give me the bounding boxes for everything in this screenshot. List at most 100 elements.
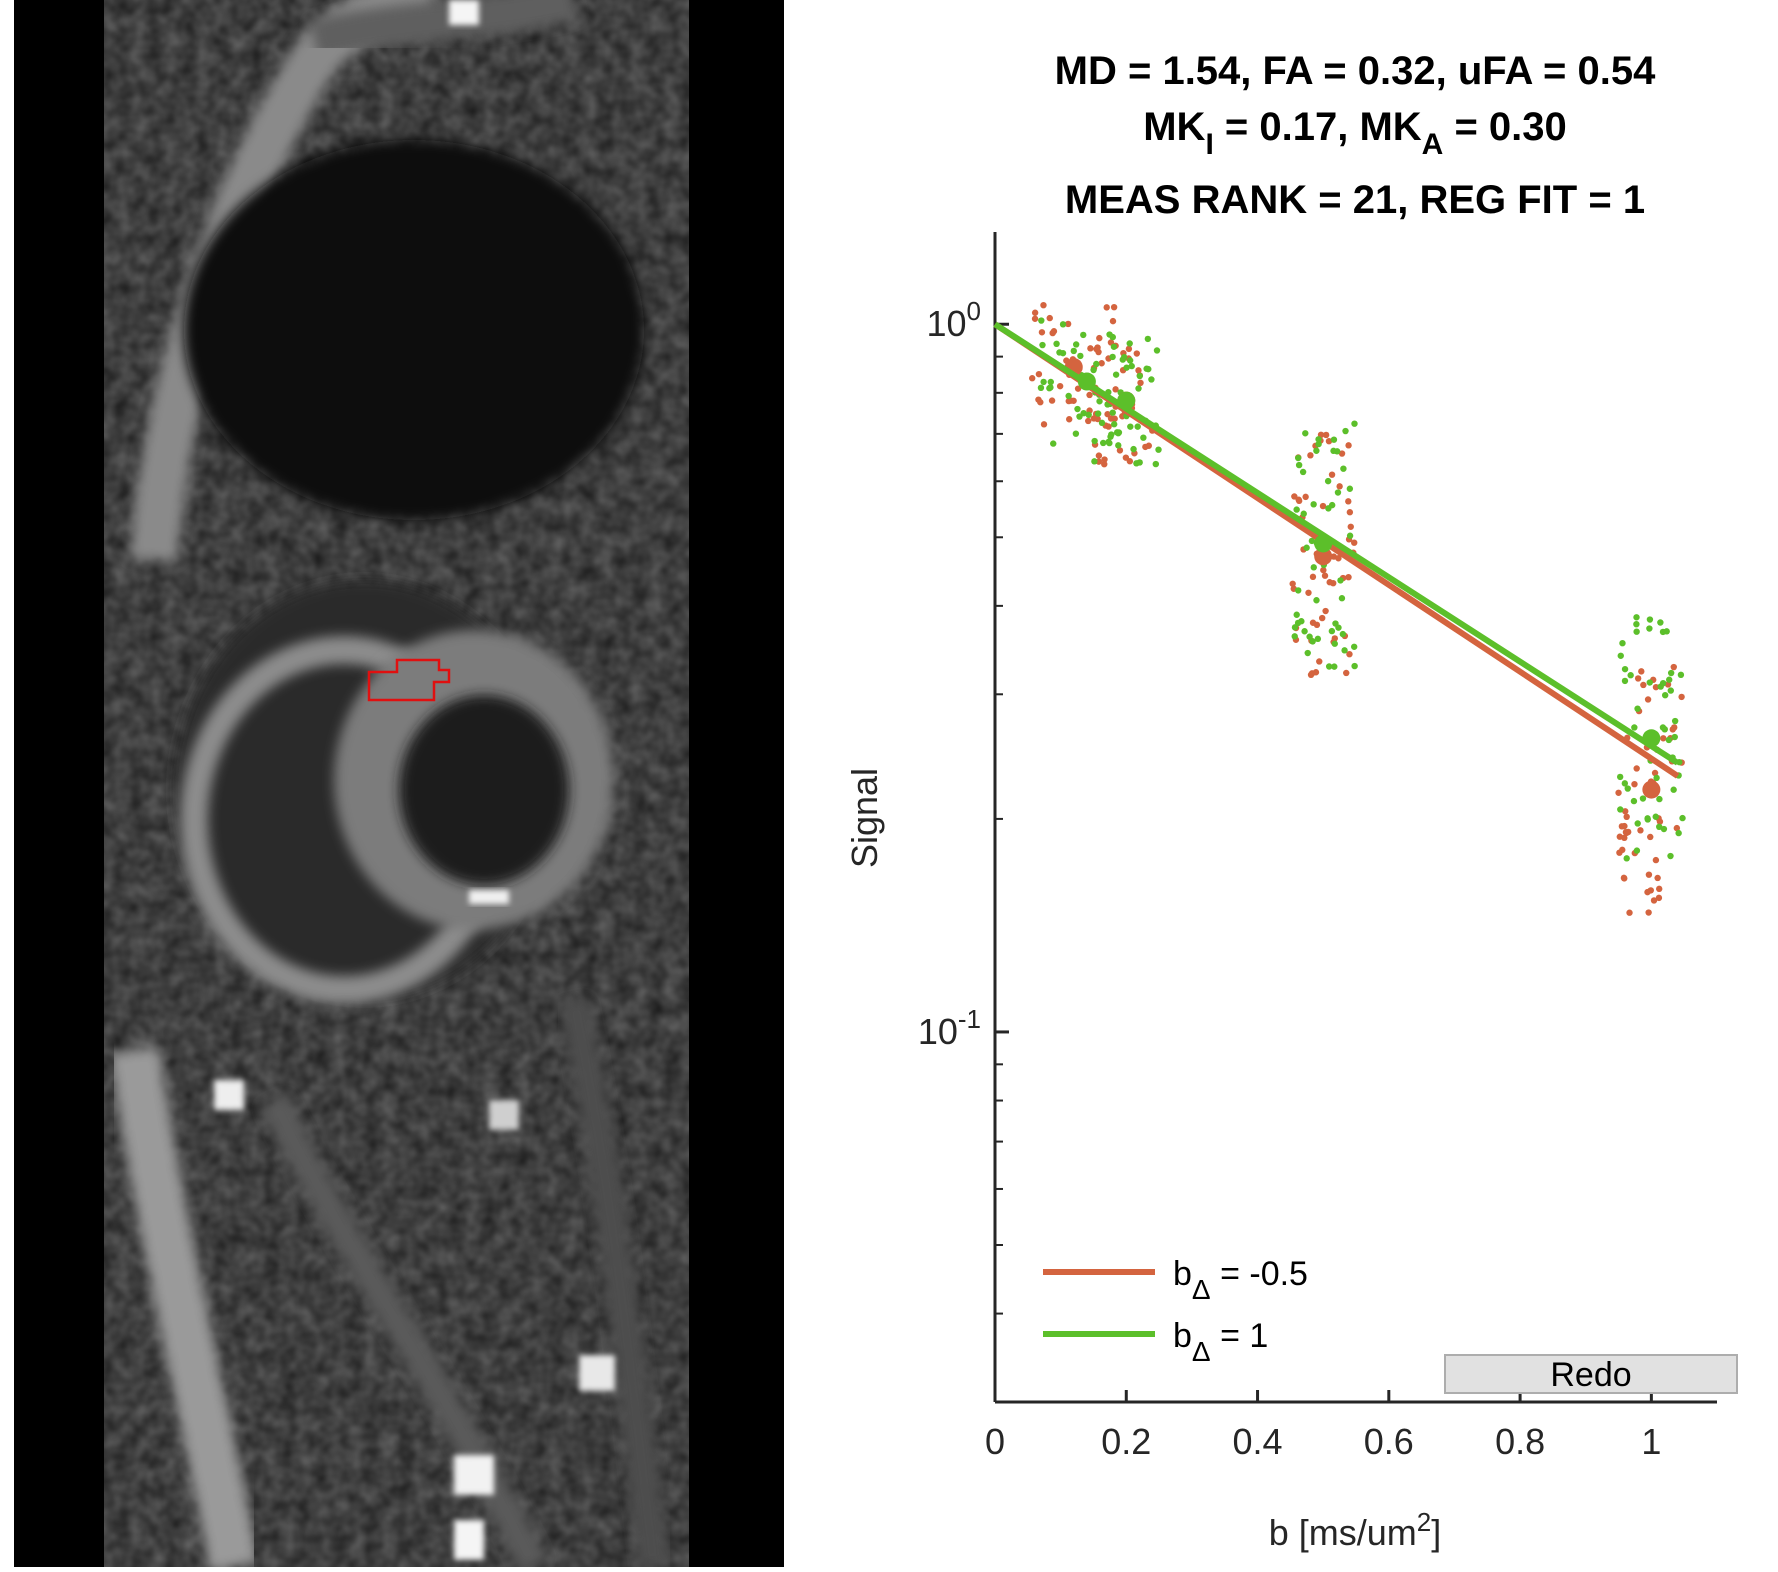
- scatter-point: [1050, 440, 1057, 447]
- scatter-point: [1637, 827, 1644, 834]
- scatter-point: [1099, 439, 1107, 447]
- plot-title-line-2: MKI = 0.17, MKA = 0.30: [1143, 105, 1567, 161]
- scatter-point: [1621, 780, 1629, 787]
- scatter-point: [1666, 676, 1673, 683]
- scatter-point: [1298, 618, 1305, 625]
- scatter-point: [1322, 607, 1329, 615]
- scatter-point: [1130, 445, 1137, 453]
- scatter-point: [1652, 813, 1659, 820]
- scatter-point: [1661, 691, 1669, 699]
- series-layer: [993, 321, 1680, 799]
- scatter-point: [1619, 846, 1626, 854]
- scatter-point: [1096, 334, 1103, 342]
- scatter-point: [1331, 640, 1338, 647]
- scatter-point: [1310, 564, 1317, 571]
- scatter-point: [1343, 669, 1350, 677]
- scatter-point: [1624, 785, 1631, 792]
- scatter-point: [1031, 309, 1039, 316]
- scatter-point: [1048, 397, 1056, 404]
- scatter-point: [1028, 375, 1036, 382]
- scatter-point: [1653, 774, 1660, 782]
- scatter-point: [1037, 399, 1044, 406]
- scatter-point: [1633, 614, 1640, 621]
- scatter-point: [1065, 392, 1072, 400]
- scatter-point: [1112, 386, 1119, 393]
- scatter-point: [1101, 460, 1108, 468]
- scatter-point: [1667, 852, 1674, 860]
- scatter-point: [1346, 532, 1354, 539]
- scatter-point: [1320, 566, 1327, 574]
- scatter-point: [1334, 489, 1342, 496]
- scatter-point: [1630, 797, 1638, 805]
- scatter-point: [1350, 643, 1358, 650]
- scatter-point: [1325, 437, 1333, 445]
- scatter-point: [1634, 820, 1641, 827]
- scatter-point: [1116, 447, 1124, 454]
- scatter-point: [1136, 459, 1143, 466]
- scatter-point: [1040, 421, 1048, 428]
- scatter-point: [1316, 658, 1323, 665]
- scatter-point: [1137, 379, 1144, 387]
- scatter-point: [1633, 620, 1640, 628]
- scatter-point: [1109, 317, 1117, 325]
- scatter-point: [1655, 894, 1663, 902]
- scatter-point: [1646, 679, 1653, 686]
- scatter-point: [1094, 410, 1102, 417]
- scatter-point: [1315, 436, 1322, 443]
- signal-plot-panel: MD = 1.54, FA = 0.32, uFA = 0.54 MKI = 0…: [795, 0, 1778, 1567]
- scatter-point: [1675, 829, 1682, 837]
- redo-button[interactable]: Redo: [1444, 1354, 1738, 1394]
- scatter-point: [1651, 769, 1659, 777]
- scatter-point: [1090, 366, 1097, 374]
- scatter-point: [1621, 665, 1629, 673]
- scatter-point: [1619, 639, 1626, 647]
- scatter-point: [1647, 833, 1654, 841]
- scatter-point: [1322, 431, 1330, 439]
- scatter-point: [1144, 335, 1152, 343]
- mean-point-green: [1314, 534, 1333, 553]
- scatter-point: [1126, 357, 1134, 364]
- scatter-point: [1310, 501, 1317, 508]
- scatter-point: [1072, 341, 1080, 348]
- scatter-point: [1660, 735, 1667, 742]
- scatter-point: [1122, 454, 1130, 461]
- scatter-point: [1616, 773, 1624, 781]
- scatter-point: [1142, 443, 1149, 451]
- scatter-point: [1351, 420, 1358, 427]
- scatter-point: [1094, 415, 1101, 423]
- scatter-point: [1631, 780, 1638, 788]
- scatter-point: [1307, 452, 1314, 459]
- scatter-point: [1309, 638, 1316, 645]
- scatter-point: [1671, 733, 1678, 741]
- scatter-point: [1128, 362, 1135, 370]
- scatter-point: [1038, 317, 1045, 324]
- scatter-point: [1652, 683, 1660, 691]
- scatter-point: [1300, 510, 1307, 517]
- scatter-point: [1626, 909, 1633, 916]
- scatter-point: [1645, 909, 1652, 916]
- scatter-point: [1059, 321, 1067, 328]
- scatter-point: [1667, 687, 1674, 694]
- scatter-point: [1106, 439, 1113, 447]
- scatter-point: [1093, 360, 1100, 368]
- scatter-point: [1677, 671, 1685, 679]
- scatter-point: [1109, 333, 1116, 341]
- scatter-point: [1302, 493, 1309, 501]
- scatter-point: [1659, 679, 1667, 687]
- scatter-point: [1640, 681, 1647, 689]
- y-tick-label: 10-1: [918, 1004, 981, 1052]
- scatter-point: [1615, 789, 1622, 796]
- scatter-point: [1107, 415, 1115, 422]
- scatter-point: [1046, 314, 1053, 322]
- scatter-point: [1289, 580, 1296, 587]
- scatter-point: [1039, 341, 1046, 349]
- scatter-point: [1646, 616, 1654, 623]
- scatter-point: [1623, 855, 1630, 862]
- scatter-point: [1646, 625, 1653, 632]
- scatter-point: [1113, 429, 1121, 436]
- x-ticks: 0 0.2 0.4 0.6 0.8 1: [985, 1390, 1661, 1462]
- scatter-point: [1326, 579, 1333, 586]
- scatter-point: [1340, 465, 1347, 472]
- scatter-point: [1295, 587, 1302, 594]
- scatter-point: [1155, 446, 1162, 453]
